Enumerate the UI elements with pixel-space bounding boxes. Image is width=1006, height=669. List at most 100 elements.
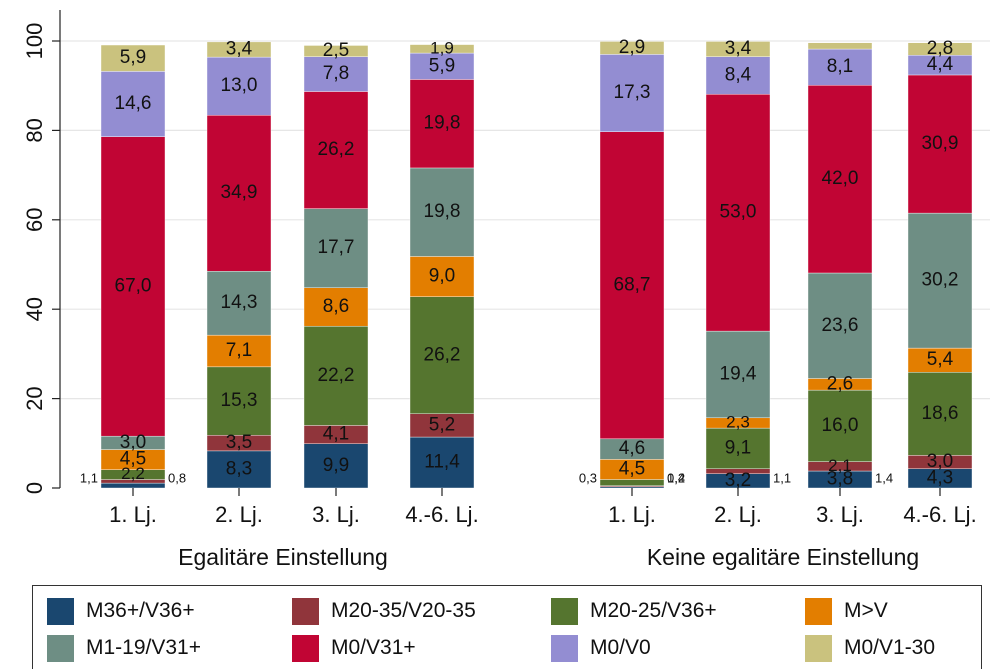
data-label: 5,4 bbox=[927, 349, 954, 370]
bar-segment bbox=[100, 71, 166, 137]
bar-segment bbox=[206, 334, 272, 368]
x-tick-label: 2. Lj. bbox=[714, 502, 762, 527]
x-tick-label: 4.-6. Lj. bbox=[405, 502, 478, 527]
legend-swatch bbox=[47, 634, 74, 662]
x-tick-label: 2. Lj. bbox=[215, 502, 263, 527]
legend-swatch bbox=[551, 634, 578, 662]
data-label: 5,9 bbox=[429, 55, 455, 76]
bar-segment bbox=[705, 93, 771, 332]
data-label: 3,0 bbox=[120, 432, 146, 453]
legend-label: M0/V31+ bbox=[331, 636, 416, 659]
bar-segment bbox=[409, 44, 475, 54]
data-label: 1,1 bbox=[773, 470, 791, 485]
data-label: 17,3 bbox=[614, 82, 651, 103]
legend-item: M0/V0 bbox=[551, 633, 651, 663]
data-label: 2,8 bbox=[927, 38, 953, 59]
data-label: 7,8 bbox=[323, 63, 349, 84]
data-label: 5,2 bbox=[429, 414, 455, 435]
x-tick-label: 1. Lj. bbox=[109, 502, 157, 527]
data-label: 19,8 bbox=[424, 113, 461, 134]
data-label: 11,4 bbox=[424, 452, 460, 473]
bar-segment bbox=[907, 42, 973, 56]
bar-segment bbox=[599, 131, 665, 440]
legend-label: M0/V0 bbox=[590, 636, 651, 659]
data-label: 3,0 bbox=[927, 451, 953, 472]
data-label: 9,9 bbox=[323, 455, 349, 476]
data-label: 22,2 bbox=[318, 365, 355, 386]
y-tick-label: 100 bbox=[22, 23, 47, 60]
data-label: 14,3 bbox=[221, 292, 258, 313]
group-label: Egalitäre Einstellung bbox=[178, 544, 388, 570]
data-label: 68,7 bbox=[614, 274, 651, 295]
bar-segment bbox=[303, 91, 369, 209]
data-label: 4,5 bbox=[120, 449, 146, 470]
legend-item: M20-35/V20-35 bbox=[292, 596, 476, 626]
legend-swatch bbox=[47, 597, 74, 625]
legend-item: M>V bbox=[805, 596, 888, 626]
bar-segment bbox=[807, 42, 873, 50]
legend-item: M0/V31+ bbox=[292, 633, 416, 663]
bar-segment bbox=[907, 212, 973, 349]
y-tick-label: 60 bbox=[22, 208, 47, 232]
x-tick-label: 3. Lj. bbox=[816, 502, 864, 527]
bar-segment bbox=[907, 347, 973, 373]
bar-segment bbox=[206, 56, 272, 116]
data-label: 1,4 bbox=[667, 470, 685, 485]
data-label: 8,1 bbox=[827, 56, 853, 77]
x-tick-label: 1. Lj. bbox=[608, 502, 656, 527]
x-tick-label: 4.-6. Lj. bbox=[903, 502, 976, 527]
data-label: 0,2 bbox=[667, 470, 685, 485]
group-label: Keine egalitäre Einstellung bbox=[647, 544, 919, 570]
data-label: 2,1 bbox=[828, 456, 852, 475]
data-label: 1,9 bbox=[430, 38, 454, 57]
legend-item: M20-25/V36+ bbox=[551, 596, 717, 626]
data-label: 18,6 bbox=[922, 403, 959, 424]
legend-item: M1-19/V31+ bbox=[47, 633, 201, 663]
bar-segment bbox=[409, 167, 475, 257]
data-label: 30,9 bbox=[922, 133, 959, 154]
legend-swatch bbox=[551, 597, 578, 625]
data-label: 26,2 bbox=[424, 344, 461, 365]
legend-label: M0/V1-30 bbox=[844, 636, 936, 659]
data-label: 14,6 bbox=[115, 93, 152, 114]
data-label: 4,5 bbox=[619, 458, 645, 479]
y-tick-label: 20 bbox=[22, 386, 47, 410]
data-label: 8,4 bbox=[725, 64, 752, 85]
bar-segment bbox=[705, 427, 771, 469]
data-label: 3,2 bbox=[725, 470, 751, 491]
data-label: 0,8 bbox=[168, 470, 186, 485]
data-label: 3,8 bbox=[827, 469, 853, 490]
data-label: 1,4 bbox=[875, 470, 893, 485]
data-label: 1,1 bbox=[80, 470, 98, 485]
y-axis: 0 20 40 60 80 100 bbox=[22, 10, 61, 494]
bar-segment bbox=[206, 366, 272, 436]
data-label: 15,3 bbox=[221, 390, 258, 411]
bar-segment bbox=[807, 48, 873, 86]
data-label: 67,0 bbox=[115, 275, 152, 296]
data-label: 8,6 bbox=[323, 296, 349, 317]
legend-label: M1-19/V31+ bbox=[86, 636, 201, 659]
legend-label: M20-25/V36+ bbox=[590, 599, 717, 622]
data-label: 7,1 bbox=[226, 340, 252, 361]
data-label: 4,4 bbox=[927, 54, 954, 75]
data-label: 19,8 bbox=[424, 201, 461, 222]
bar-segment bbox=[807, 272, 873, 379]
bar-segment bbox=[100, 44, 166, 72]
bar-segment bbox=[705, 330, 771, 419]
data-label: 42,0 bbox=[822, 168, 859, 189]
legend-swatch bbox=[292, 597, 319, 625]
y-tick-label: 80 bbox=[22, 118, 47, 142]
legend-swatch bbox=[805, 597, 832, 625]
data-label: 2,9 bbox=[619, 37, 645, 58]
data-label: 4,3 bbox=[927, 467, 953, 488]
data-label: 2,3 bbox=[726, 412, 750, 431]
bar-segment bbox=[303, 56, 369, 92]
data-label: 8,3 bbox=[226, 458, 252, 479]
bar-segment bbox=[303, 208, 369, 288]
bar-segment bbox=[409, 79, 475, 169]
bar-segment bbox=[409, 296, 475, 414]
bar-segment bbox=[705, 56, 771, 95]
data-label: 13,0 bbox=[221, 75, 258, 96]
